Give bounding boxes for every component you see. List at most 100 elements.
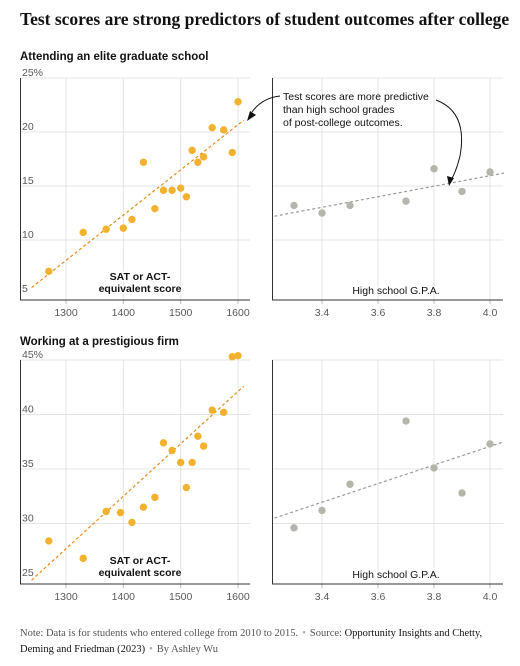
annotation-arrowhead-right [447,176,454,186]
x-tick-label: 4.0 [483,307,498,319]
data-point [346,201,354,210]
x-tick-label: 4.0 [483,591,498,603]
data-point [199,442,208,450]
x-tick-label: 3.4 [315,307,330,319]
data-point [116,508,125,517]
data-point [219,126,228,134]
x-tick-label: 1500 [169,307,193,319]
y-tick-label: 30 [22,513,34,525]
separator-dot: • [302,628,306,639]
figure-title: Test scores are strong predictors of stu… [20,9,509,29]
y-tick-label: 40 [22,404,34,416]
data-point [102,225,110,233]
data-point [290,524,298,532]
x-tick-label: 1400 [112,307,136,319]
data-point [151,204,159,213]
separator-dot: • [149,644,153,655]
annotation-line-3: of post-college outcomes. [283,117,403,129]
data-point [79,554,87,563]
trend-line [274,441,505,519]
x-tick-label: 3.4 [315,591,330,603]
panel-sat-0: 5 10 15 20 25% 1300 1400 1500 1600 SAT or ACT-equ… [20,67,250,319]
data-point [208,123,216,132]
y-tick-label: 45% [22,349,43,361]
panel-title-graduate-school: Attending an elite graduate school [20,51,209,63]
source-label: Source: [309,628,342,639]
panel-title-prestigious-firm: Working at a prestigious firm [20,336,179,348]
data-point [139,158,148,166]
source-text: Opportunity Insights and Chetty, Deming … [20,628,483,655]
x-axis-label: SAT or ACT-equivalent score [99,555,182,579]
data-point [45,267,53,276]
data-point [199,153,208,161]
y-tick-label: 25 [22,567,34,579]
data-point [168,186,176,195]
x-tick-label: 3.6 [371,591,386,603]
annotation-arrowhead-left [247,111,256,121]
data-point [182,483,191,492]
y-tick-label: 35 [22,458,34,470]
x-tick-label: 3.8 [427,307,442,319]
byline: By Ashley Wu [156,644,219,655]
panel-gpa-3: 3.4 3.6 3.8 4.0 High school G.P.A. [272,359,505,603]
data-point [430,165,438,173]
footnote: Note: Data is for students who entered c… [20,626,510,658]
x-tick-label: 1600 [226,307,250,319]
data-point [234,98,242,106]
data-point [128,518,136,527]
panel-sat-2: 25 30 35 40 45% 1300 1400 1500 1600 SAT or ACT-eq… [20,349,250,603]
data-point [234,351,242,360]
x-axis-label: SAT or ACT-equivalent score [99,271,182,295]
x-tick-label: 1300 [54,307,78,319]
y-tick-label: 20 [22,121,34,133]
x-axis-label: High school G.P.A. [352,285,439,297]
annotation-line-2: than high school grades [283,104,395,116]
data-point [318,506,326,515]
data-point [194,432,202,440]
data-point [486,440,494,448]
data-point [290,201,298,210]
panel-gpa-1: 3.4 3.6 3.8 4.0 High school G.P.A. [272,77,505,319]
annotation-line-1: Test scores are more predictive [283,91,429,103]
x-axis-label: High school G.P.A. [352,569,439,581]
data-point [188,146,196,155]
data-point [219,408,228,417]
trend-line [274,172,505,217]
x-tick-label: 1600 [226,591,250,603]
data-point [151,493,159,502]
y-tick-label: 5 [22,283,28,295]
data-point [128,215,136,224]
trend-line [31,385,245,581]
x-tick-label: 1400 [112,591,136,603]
annotation: Test scores are more predictive than hig… [247,91,463,186]
panels: 5 10 15 20 25% 1300 1400 1500 1600 SAT or ACT-equ… [20,67,505,603]
data-point [139,503,148,511]
y-tick-label: 15 [22,175,34,187]
data-point [119,224,128,232]
annotation-arrow-left [251,95,281,113]
data-point [208,406,216,414]
data-point [176,184,185,192]
data-point [402,417,410,425]
data-point [102,507,110,516]
data-point [159,439,168,447]
note-text: Note: Data is for students who entered c… [20,628,299,639]
x-tick-label: 1300 [54,591,78,603]
x-tick-label: 3.6 [371,307,386,319]
x-tick-label: 3.8 [427,591,442,603]
data-point [318,209,326,217]
trend-line [31,119,245,288]
annotation-arrow-right [435,99,463,181]
data-point [458,187,466,196]
x-tick-label: 1500 [169,591,193,603]
data-point [430,464,438,472]
data-point [194,158,202,166]
data-point [182,193,191,201]
data-point [402,197,410,205]
data-point [346,480,354,488]
data-point [176,458,185,467]
data-point [79,228,87,237]
data-point [188,458,196,467]
data-point [168,446,176,455]
